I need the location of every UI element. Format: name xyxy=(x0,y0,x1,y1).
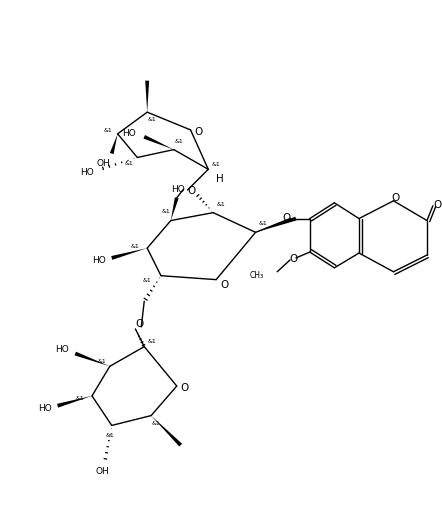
Polygon shape xyxy=(110,134,118,154)
Text: O: O xyxy=(434,200,442,210)
Polygon shape xyxy=(171,197,179,221)
Text: H: H xyxy=(216,174,224,184)
Text: O: O xyxy=(282,213,290,223)
Polygon shape xyxy=(75,352,110,366)
Text: OH: OH xyxy=(96,467,110,476)
Text: O: O xyxy=(391,193,400,203)
Text: &1: &1 xyxy=(76,397,84,401)
Text: &1: &1 xyxy=(131,244,140,249)
Text: O: O xyxy=(290,254,298,264)
Text: HO: HO xyxy=(56,345,69,354)
Text: &1: &1 xyxy=(148,339,156,344)
Polygon shape xyxy=(144,135,174,150)
Text: &1: &1 xyxy=(125,161,134,166)
Text: HO: HO xyxy=(171,184,185,194)
Text: &1: &1 xyxy=(161,209,170,214)
Text: CH₃: CH₃ xyxy=(249,271,263,280)
Text: &1: &1 xyxy=(259,221,268,226)
Text: &1: &1 xyxy=(174,139,183,144)
Text: O: O xyxy=(220,280,228,290)
Text: O: O xyxy=(135,319,144,329)
Text: &1: &1 xyxy=(217,202,225,207)
Text: HO: HO xyxy=(38,404,52,413)
Text: &1: &1 xyxy=(212,162,221,167)
Text: HO: HO xyxy=(122,129,136,138)
Text: O: O xyxy=(180,383,189,393)
Text: &1: &1 xyxy=(152,421,160,426)
Polygon shape xyxy=(145,81,149,112)
Polygon shape xyxy=(151,415,182,447)
Text: OH: OH xyxy=(97,159,110,168)
Text: O: O xyxy=(194,127,202,137)
Text: &1: &1 xyxy=(105,433,114,438)
Text: O: O xyxy=(187,186,196,196)
Text: HO: HO xyxy=(80,168,94,177)
Text: &1: &1 xyxy=(103,128,112,133)
Text: &1: &1 xyxy=(98,359,106,364)
Text: &1: &1 xyxy=(143,278,152,283)
Text: HO: HO xyxy=(92,257,106,265)
Polygon shape xyxy=(57,396,92,408)
Polygon shape xyxy=(255,217,297,233)
Text: &1: &1 xyxy=(148,117,156,122)
Polygon shape xyxy=(111,248,147,260)
